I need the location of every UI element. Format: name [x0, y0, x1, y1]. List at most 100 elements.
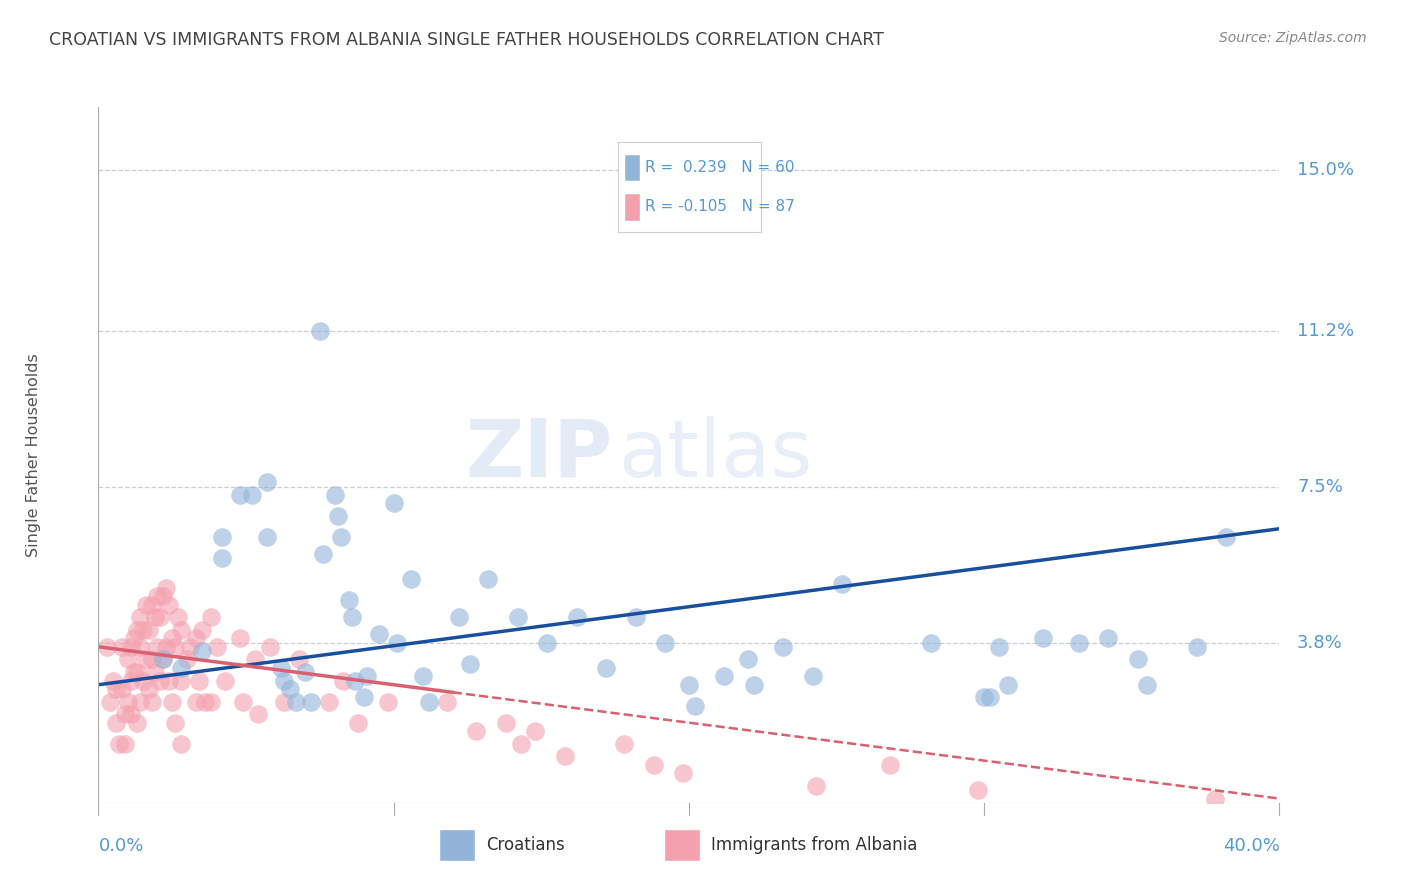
- Point: [205, 640, 228, 654]
- Point: [103, 673, 125, 688]
- Point: [98, 695, 121, 709]
- Text: R = -0.105   N = 87: R = -0.105 N = 87: [645, 200, 794, 214]
- Point: [624, 610, 647, 624]
- Point: [536, 635, 558, 649]
- Point: [105, 681, 128, 696]
- Text: 7.5%: 7.5%: [1298, 477, 1343, 496]
- Point: [170, 661, 193, 675]
- Point: [654, 635, 676, 649]
- Point: [1135, 678, 1157, 692]
- Point: [382, 496, 405, 510]
- Point: [243, 652, 266, 666]
- Point: [105, 715, 128, 730]
- Point: [643, 757, 665, 772]
- Point: [1126, 652, 1149, 666]
- Point: [146, 640, 169, 654]
- Point: [377, 695, 399, 709]
- Point: [108, 737, 131, 751]
- Point: [1097, 632, 1119, 646]
- Point: [353, 690, 375, 705]
- Point: [979, 690, 1001, 705]
- Text: CROATIAN VS IMMIGRANTS FROM ALBANIA SINGLE FATHER HOUSEHOLDS CORRELATION CHART: CROATIAN VS IMMIGRANTS FROM ALBANIA SING…: [49, 31, 884, 49]
- Point: [879, 757, 901, 772]
- Point: [278, 681, 302, 696]
- Point: [176, 652, 198, 666]
- Point: [179, 640, 201, 654]
- Point: [155, 581, 177, 595]
- Point: [329, 530, 352, 544]
- Point: [141, 598, 163, 612]
- Point: [554, 749, 576, 764]
- Point: [122, 632, 145, 646]
- Point: [288, 652, 311, 666]
- Point: [347, 715, 370, 730]
- Point: [309, 324, 332, 338]
- Point: [565, 610, 588, 624]
- Point: [143, 665, 166, 679]
- Text: 11.2%: 11.2%: [1298, 321, 1354, 340]
- Point: [332, 673, 354, 688]
- Point: [460, 657, 482, 671]
- Point: [170, 737, 193, 751]
- Point: [128, 695, 150, 709]
- Point: [1032, 632, 1054, 646]
- Point: [120, 707, 142, 722]
- Text: ZIP: ZIP: [465, 416, 612, 494]
- Point: [165, 715, 187, 730]
- Point: [128, 640, 150, 654]
- Point: [246, 707, 269, 722]
- Point: [973, 690, 995, 705]
- Point: [495, 715, 517, 730]
- Point: [967, 783, 990, 797]
- Point: [211, 551, 233, 566]
- Point: [162, 695, 183, 709]
- FancyBboxPatch shape: [439, 830, 475, 861]
- Point: [997, 678, 1019, 692]
- Point: [132, 623, 155, 637]
- Point: [672, 766, 695, 780]
- Point: [273, 673, 295, 688]
- Point: [152, 652, 174, 666]
- Point: [683, 698, 706, 713]
- Point: [125, 715, 148, 730]
- Point: [337, 593, 360, 607]
- Point: [214, 673, 236, 688]
- Point: [326, 509, 349, 524]
- Point: [368, 627, 391, 641]
- Point: [804, 779, 827, 793]
- Point: [114, 707, 136, 722]
- Point: [270, 661, 292, 675]
- Point: [165, 640, 187, 654]
- Text: atlas: atlas: [619, 416, 813, 494]
- Point: [273, 695, 295, 709]
- Text: Croatians: Croatians: [486, 836, 565, 855]
- Point: [342, 610, 364, 624]
- Point: [187, 673, 209, 688]
- Point: [200, 695, 222, 709]
- Point: [157, 673, 180, 688]
- Point: [294, 665, 316, 679]
- Point: [122, 665, 145, 679]
- Point: [96, 640, 118, 654]
- Point: [200, 610, 222, 624]
- Point: [152, 652, 174, 666]
- Point: [191, 644, 214, 658]
- Point: [170, 623, 193, 637]
- Text: Single Father Households: Single Father Households: [25, 353, 41, 557]
- Point: [128, 610, 150, 624]
- Point: [436, 695, 458, 709]
- Text: 3.8%: 3.8%: [1298, 633, 1343, 651]
- Point: [111, 640, 134, 654]
- Point: [742, 678, 765, 692]
- Point: [191, 623, 214, 637]
- FancyBboxPatch shape: [664, 830, 700, 861]
- FancyBboxPatch shape: [624, 194, 640, 220]
- Point: [713, 669, 735, 683]
- Point: [678, 678, 700, 692]
- Point: [229, 632, 252, 646]
- Point: [509, 737, 531, 751]
- Text: 40.0%: 40.0%: [1223, 837, 1279, 855]
- Point: [229, 488, 252, 502]
- Point: [125, 665, 148, 679]
- Point: [162, 632, 183, 646]
